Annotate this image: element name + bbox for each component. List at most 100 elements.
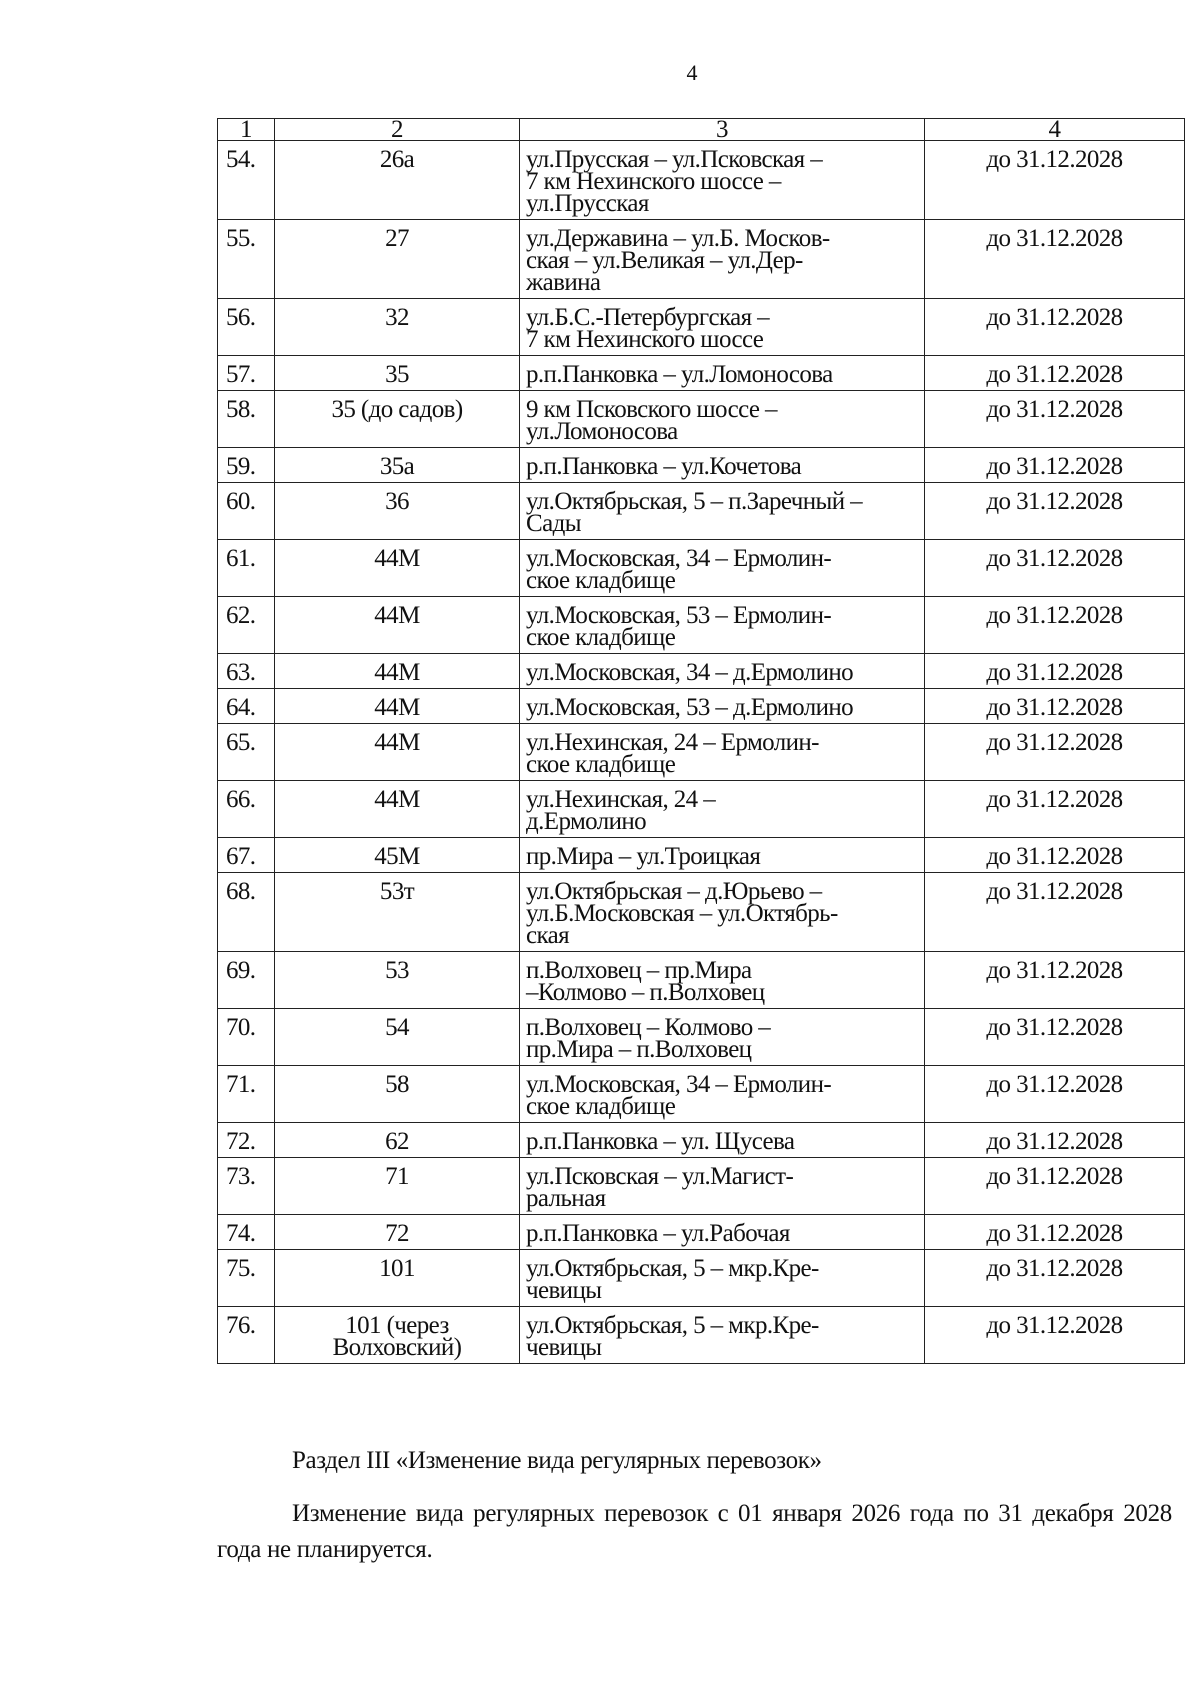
validity-term: до 31.12.2028 [924, 482, 1185, 540]
route-path-line: ул.Ломоносова [526, 418, 678, 445]
validity-term: до 31.12.2028 [924, 837, 1185, 873]
route-path-line: р.п.Панковка – ул.Кочетова [526, 453, 802, 480]
validity-term: до 31.12.2028 [924, 688, 1185, 724]
table-row: 76. 101 (через Волховский) ул.Октябрьская,… [217, 1306, 1185, 1364]
route-number: 58 [274, 1065, 520, 1123]
route-number: 26а [274, 140, 520, 220]
route-path: ул.Московская, 34 – д.Ермолино [519, 653, 925, 689]
validity-term: до 31.12.2028 [924, 355, 1185, 391]
validity-term: до 31.12.2028 [924, 390, 1185, 448]
route-path-line: ул.Нехинская, 24 – Ермолин- [526, 729, 820, 756]
route-path: пр.Мира – ул.Троицкая [519, 837, 925, 873]
table-row: 73. 71 ул.Псковская – ул.Магист-ральная до … [217, 1157, 1185, 1215]
route-path-line: ул.Нехинская, 24 – [526, 786, 716, 813]
route-path-line: 7 км Нехинского шоссе [526, 326, 764, 353]
row-number: 60. [217, 482, 275, 540]
route-path-line: чевицы [526, 1334, 602, 1361]
route-path: п.Волховец – пр.Мира –Колмово – п.Волхове… [519, 951, 925, 1009]
route-number: 53т [274, 872, 520, 952]
table-row: 58. 35 (до садов) 9 км Псковского шоссе – у… [217, 390, 1185, 448]
table-row: 65. 44М ул.Нехинская, 24 – Ермолин-ское кл… [217, 723, 1185, 781]
route-path: ул.Нехинская, 24 – Ермолин-ское кладбище [519, 723, 925, 781]
route-number: 35а [274, 447, 520, 483]
table-row: 68. 53т ул.Октябрьская – д.Юрьево – ул.Б.Мо… [217, 872, 1185, 952]
route-path-line: ул.Октябрьская – д.Юрьево – [526, 878, 822, 905]
validity-term: до 31.12.2028 [924, 298, 1185, 356]
route-number: 101 (через Волховский) [274, 1306, 520, 1364]
row-number: 74. [217, 1214, 275, 1250]
route-number: 45М [274, 837, 520, 873]
route-path-line: ская – ул.Великая – ул.Дер- [526, 247, 803, 274]
route-path: р.п.Панковка – ул. Щусева [519, 1122, 925, 1158]
route-number: 35 [274, 355, 520, 391]
table-row: 63. 44М ул.Московская, 34 – д.Ермолино до 3… [217, 653, 1185, 689]
route-number: 62 [274, 1122, 520, 1158]
row-number: 69. [217, 951, 275, 1009]
row-number: 66. [217, 780, 275, 838]
route-path: ул.Октябрьская, 5 – мкр.Кре-чевицы [519, 1306, 925, 1364]
table-row: 57. 35 р.п.Панковка – ул.Ломоносова до 31.1… [217, 355, 1185, 391]
route-path-line: чевицы [526, 1277, 602, 1304]
header-cell: 2 [274, 117, 520, 142]
row-number: 62. [217, 596, 275, 654]
header-cell: 1 [217, 117, 275, 142]
row-number: 76. [217, 1306, 275, 1364]
route-path-line: –Колмово – п.Волховец [526, 979, 765, 1006]
route-path-line: ул.Прусская [526, 190, 649, 217]
route-path-line: ул.Московская, 53 – Ермолин- [526, 602, 832, 629]
table-row: 67. 45М пр.Мира – ул.Троицкая до 31.12.2028 [217, 837, 1185, 873]
route-path: ул.Октябрьская, 5 – мкр.Кре-чевицы [519, 1249, 925, 1307]
route-path: ул.Октябрьская – д.Юрьево – ул.Б.Московск… [519, 872, 925, 952]
route-path-line: пр.Мира – п.Волховец [526, 1036, 752, 1063]
validity-term: до 31.12.2028 [924, 872, 1185, 952]
row-number: 54. [217, 140, 275, 220]
table-row: 71. 58 ул.Московская, 34 – Ермолин-ское кл… [217, 1065, 1185, 1123]
route-path-line: Сады [526, 510, 581, 537]
route-path-line: ул.Октябрьская, 5 – п.Заречный – [526, 488, 863, 515]
table-row: 55. 27 ул.Державина – ул.Б. Москов-ская – … [217, 219, 1185, 299]
row-number: 75. [217, 1249, 275, 1307]
table-header-row: 1 2 3 4 [217, 117, 1185, 142]
routes-table: 1 2 3 4 54. 26а ул.Прусская – ул.Псковская… [217, 117, 1185, 1364]
validity-term: до 31.12.2028 [924, 1122, 1185, 1158]
validity-term: до 31.12.2028 [924, 1008, 1185, 1066]
route-path-line: ральная [526, 1185, 606, 1212]
route-path-line: р.п.Панковка – ул.Ломоносова [526, 361, 833, 388]
route-path-line: ул.Октябрьская, 5 – мкр.Кре- [526, 1312, 819, 1339]
route-path-line: р.п.Панковка – ул. Щусева [526, 1128, 795, 1155]
route-path-line: ское кладбище [526, 751, 676, 778]
route-number: 53 [274, 951, 520, 1009]
route-path: ул.Московская, 53 – д.Ермолино [519, 688, 925, 724]
route-path: ул.Б.С.-Петербургская –7 км Нехинского ш… [519, 298, 925, 356]
row-number: 73. [217, 1157, 275, 1215]
route-number: 44М [274, 780, 520, 838]
route-path: ул.Прусская – ул.Псковская –7 км Нехинск… [519, 140, 925, 220]
table-row: 70. 54 п.Волховец – Колмово – пр.Мира – п.В… [217, 1008, 1185, 1066]
route-path: ул.Московская, 53 – Ермолин-ское кладбищ… [519, 596, 925, 654]
page-number: 4 [686, 60, 698, 85]
route-path: р.п.Панковка – ул.Кочетова [519, 447, 925, 483]
row-number: 63. [217, 653, 275, 689]
row-number: 57. [217, 355, 275, 391]
route-path: ул.Псковская – ул.Магист-ральная [519, 1157, 925, 1215]
route-path: ул.Нехинская, 24 – д.Ермолино [519, 780, 925, 838]
route-path-line: пр.Мира – ул.Троицкая [526, 843, 761, 870]
validity-term: до 31.12.2028 [924, 140, 1185, 220]
route-path-line: р.п.Панковка – ул.Рабочая [526, 1220, 790, 1247]
route-number: 72 [274, 1214, 520, 1250]
row-number: 68. [217, 872, 275, 952]
route-path-line: ул.Московская, 53 – д.Ермолино [526, 694, 854, 721]
route-path: ул.Московская, 34 – Ермолин-ское кладбищ… [519, 1065, 925, 1123]
route-number: 27 [274, 219, 520, 299]
table-row: 66. 44М ул.Нехинская, 24 – д.Ермолино до 31.… [217, 780, 1185, 838]
route-path-line: 7 км Нехинского шоссе – [526, 168, 781, 195]
table-row: 61. 44М ул.Московская, 34 – Ермолин-ское к… [217, 539, 1185, 597]
route-path-line: ул.Прусская – ул.Псковская – [526, 146, 823, 173]
route-path-line: ул.Державина – ул.Б. Москов- [526, 225, 830, 252]
validity-term: до 31.12.2028 [924, 1214, 1185, 1250]
route-path: п.Волховец – Колмово – пр.Мира – п.Волхов… [519, 1008, 925, 1066]
validity-term: до 31.12.2028 [924, 219, 1185, 299]
route-number: 35 (до садов) [274, 390, 520, 448]
route-path-line: ское кладбище [526, 624, 676, 651]
row-number: 59. [217, 447, 275, 483]
